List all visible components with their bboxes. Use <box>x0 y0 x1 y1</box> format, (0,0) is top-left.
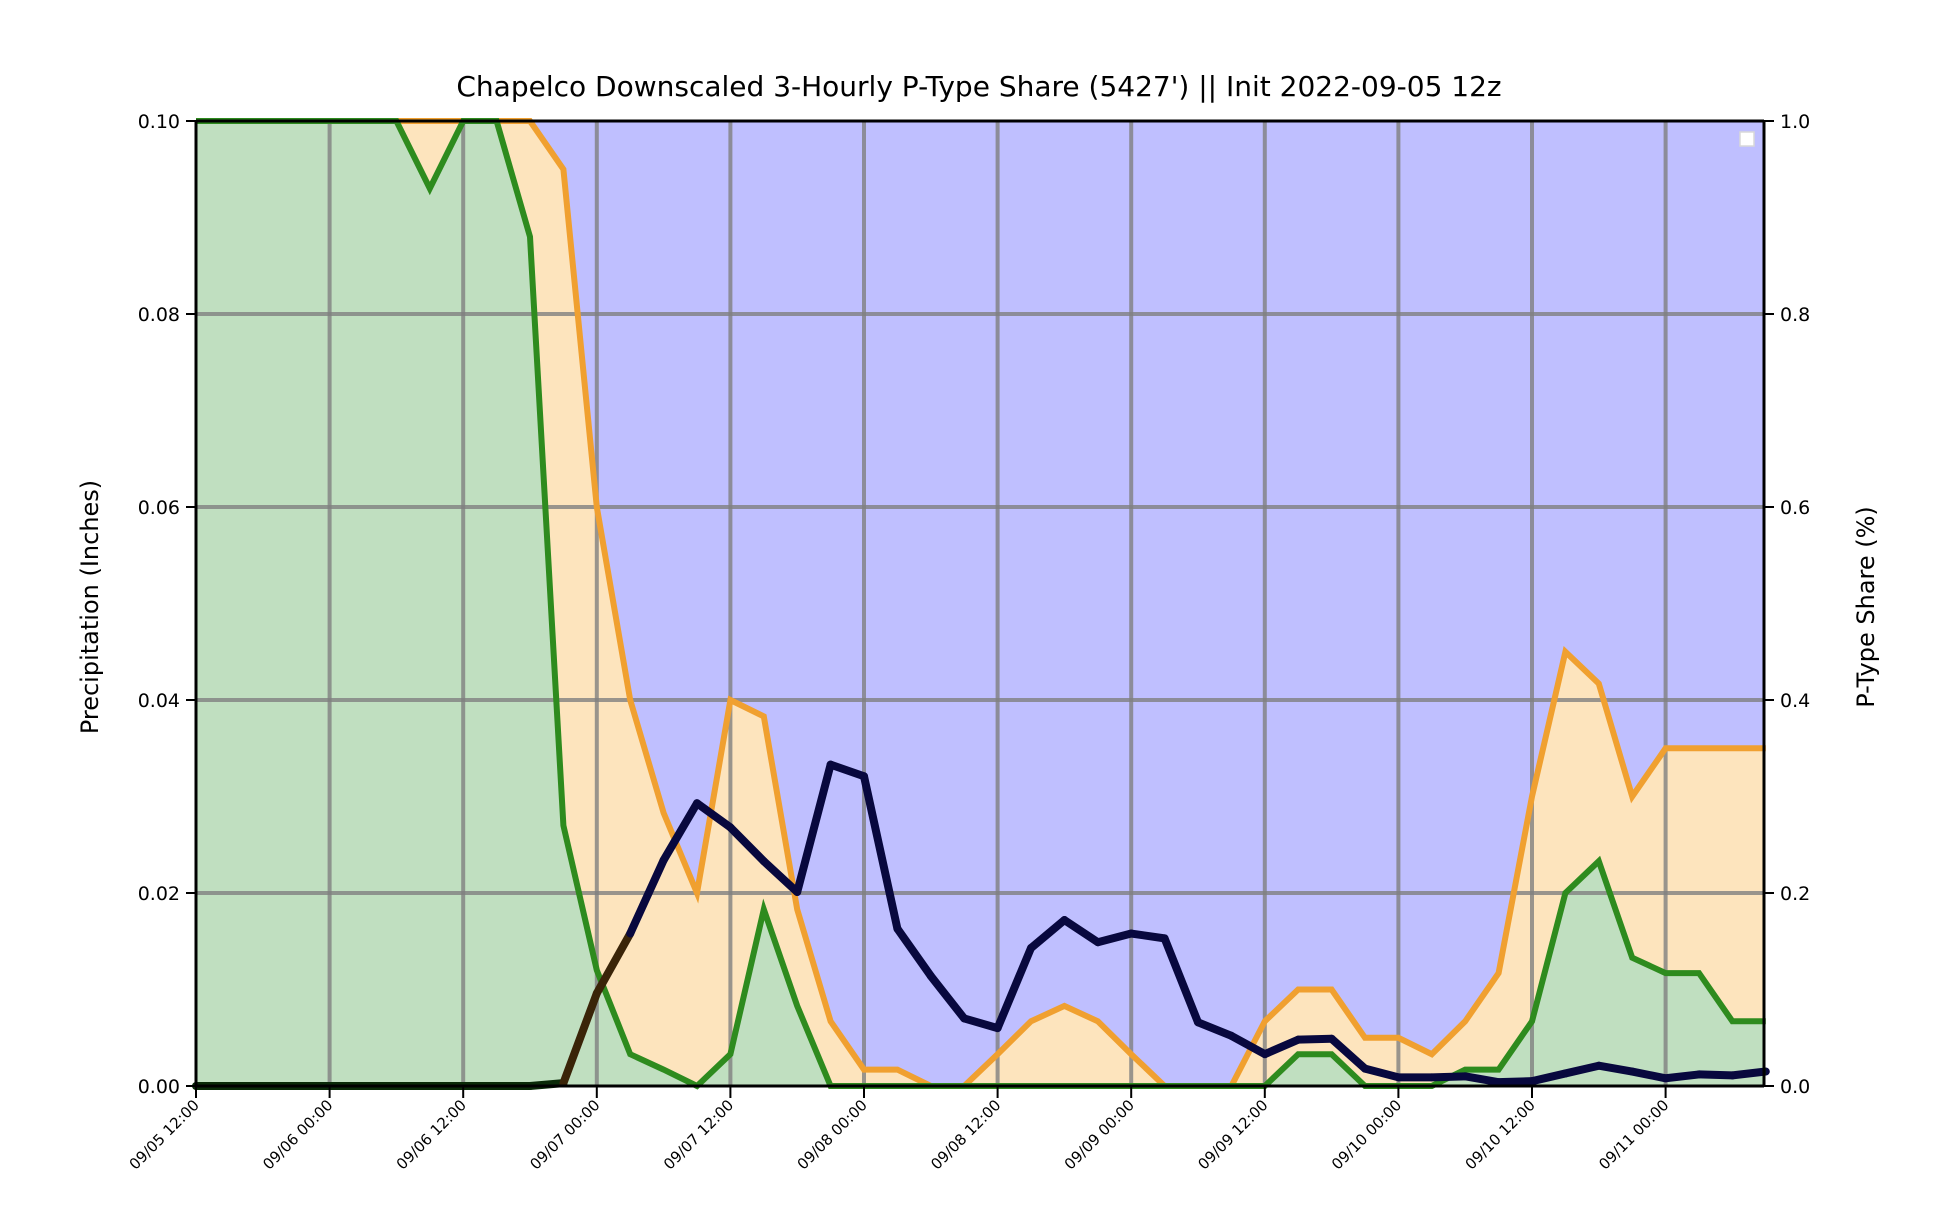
y2-axis-label: P-Type Share (%) <box>1852 506 1880 708</box>
precip-line-segment <box>1227 1031 1269 1059</box>
precip-line-segment <box>1494 1077 1536 1087</box>
x-tick-label: 09/08 12:00 <box>927 1096 1004 1173</box>
precip-line-segment <box>559 989 601 1088</box>
precip-line-segment <box>1427 1072 1470 1082</box>
precip-line-segment <box>1594 1061 1637 1076</box>
precip-line-segment <box>893 924 935 980</box>
precip-line-segment <box>1327 1034 1369 1073</box>
precip-line-segment <box>1027 916 1069 953</box>
x-tick-label: 09/09 12:00 <box>1194 1096 1271 1173</box>
precip-line-segment <box>926 971 969 1023</box>
precip-line-segment <box>1060 916 1102 947</box>
grid-lines <box>196 121 1764 1086</box>
x-tick-label: 09/09 00:00 <box>1061 1096 1138 1173</box>
y2-tick-label: 0.2 <box>1780 883 1810 905</box>
x-tick-label: 09/06 12:00 <box>393 1096 470 1173</box>
x-tick-label: 09/11 00:00 <box>1595 1096 1672 1173</box>
precip-line-segment <box>759 857 802 897</box>
precip-line-segment <box>1260 1035 1303 1059</box>
y-tick-label: 0.04 <box>138 690 180 712</box>
precip-line-segment <box>826 760 868 781</box>
x-tick-label: 09/06 00:00 <box>259 1096 336 1173</box>
precip-line-segment <box>960 1014 1002 1033</box>
y-tick-label: 0.02 <box>138 883 180 905</box>
y-tick-label: 0.06 <box>138 497 180 519</box>
y-axis-label: Precipitation (Inches) <box>76 480 104 734</box>
precip-line-segment <box>993 944 1035 1033</box>
precip-line-segment <box>592 929 635 998</box>
precip-line-segment <box>659 799 701 865</box>
y-tick-label: 0.08 <box>138 304 180 326</box>
x-tick-label: 09/10 00:00 <box>1328 1096 1405 1173</box>
precip-line-segment <box>1695 1070 1737 1080</box>
y-tick-label: 0.10 <box>138 111 180 133</box>
y2-tick-label: 0.4 <box>1780 690 1810 712</box>
rain-share-fill <box>196 121 1766 1086</box>
precip-line-segment <box>860 772 902 933</box>
precip-line-segment <box>1461 1072 1503 1087</box>
precip-line-segment <box>1093 929 1136 947</box>
x-tick-label: 09/07 12:00 <box>660 1096 737 1173</box>
x-tick-label: 09/07 00:00 <box>526 1096 603 1173</box>
precip-line-segment <box>1528 1069 1570 1086</box>
precip-line-segment <box>793 760 835 897</box>
x-tick-label: 09/10 12:00 <box>1462 1096 1539 1173</box>
ptype-fill-areas <box>196 121 1766 1086</box>
precip-line-segment <box>693 799 735 832</box>
precip-line-segment <box>1728 1067 1770 1080</box>
y2-tick-label: 0.6 <box>1780 497 1810 519</box>
precip-line-segment <box>1127 929 1169 943</box>
y2-tick-label: 0.0 <box>1780 1076 1810 1098</box>
precip-line-segment <box>726 823 768 866</box>
x-tick-label: 09/05 12:00 <box>126 1096 203 1173</box>
legend-box <box>1739 131 1755 147</box>
mix-share-fill <box>196 121 1766 1086</box>
x-tick-label: 09/08 00:00 <box>794 1096 871 1173</box>
precip-line-segment <box>626 856 668 938</box>
chart-title: Chapelco Downscaled 3-Hourly P-Type Shar… <box>456 70 1501 103</box>
precip-line-segment <box>1561 1061 1603 1078</box>
y2-tick-label: 1.0 <box>1780 111 1810 133</box>
precip-line-segment <box>1661 1070 1703 1083</box>
precip-line-segment <box>1361 1064 1403 1082</box>
precip-line-segment <box>1628 1067 1670 1083</box>
precip-line-segment <box>1294 1034 1336 1044</box>
y-tick-label: 0.00 <box>138 1076 180 1098</box>
precip-line-segment <box>1160 934 1202 1027</box>
precip-line-segment <box>1194 1018 1236 1040</box>
y2-tick-label: 0.8 <box>1780 304 1810 326</box>
